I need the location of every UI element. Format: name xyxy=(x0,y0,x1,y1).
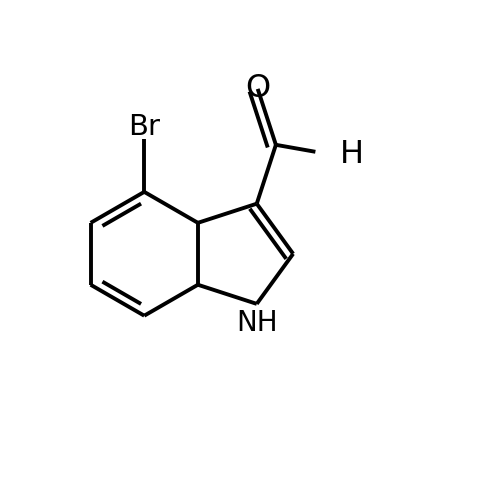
Text: NH: NH xyxy=(236,308,277,337)
Text: O: O xyxy=(245,73,270,104)
Text: Br: Br xyxy=(128,113,160,141)
Text: H: H xyxy=(340,139,364,170)
